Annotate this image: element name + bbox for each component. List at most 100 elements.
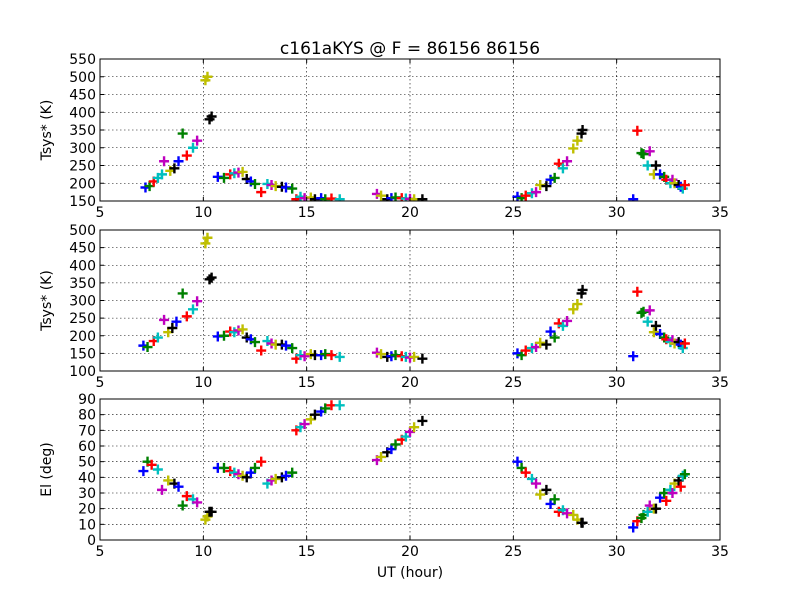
y-axis-label: El (deg)	[39, 442, 55, 497]
data-point	[417, 415, 428, 426]
data-point	[287, 467, 298, 478]
data-markers	[138, 232, 690, 364]
data-point	[650, 160, 661, 171]
data-point	[202, 71, 213, 82]
data-point	[181, 491, 192, 502]
data-point	[675, 481, 686, 492]
data-point	[237, 166, 248, 177]
data-point	[173, 156, 184, 167]
data-point	[281, 340, 291, 351]
data-point	[562, 156, 573, 167]
y-tick-label: 350	[69, 123, 96, 139]
data-point	[677, 470, 688, 481]
data-point	[177, 288, 188, 299]
data-point	[644, 146, 655, 157]
data-point	[535, 337, 546, 348]
data-point	[309, 409, 320, 420]
data-point	[557, 163, 568, 174]
data-markers	[138, 400, 690, 533]
y-tick-label: 50	[78, 455, 96, 471]
y-tick-label: 30	[78, 486, 96, 502]
data-point	[390, 439, 401, 450]
data-point	[206, 272, 217, 283]
data-point	[535, 489, 546, 500]
y-tick-label: 400	[69, 258, 96, 274]
data-point	[520, 345, 531, 356]
panels: 5 10 15 20 25 30 35150200250300350400450500550…	[39, 52, 729, 560]
y-tick-label: 250	[69, 311, 96, 327]
x-tick-label: 30	[608, 544, 626, 560]
data-point	[192, 296, 203, 307]
data-point	[632, 125, 643, 136]
x-tick-label: 20	[401, 205, 419, 221]
y-axis-label: Tsys* (K)	[39, 100, 55, 162]
x-tick-label: 35	[711, 544, 729, 560]
y-tick-label: 450	[69, 88, 96, 104]
data-point	[177, 128, 188, 139]
y-tick-label: 200	[69, 176, 96, 192]
data-point	[531, 187, 542, 198]
data-point	[192, 135, 203, 146]
data-point	[549, 332, 560, 343]
y-axis-label: Tsys* (K)	[39, 270, 55, 332]
data-point	[206, 111, 217, 122]
data-point	[642, 316, 653, 327]
x-tick-label: 30	[608, 375, 626, 391]
data-point	[181, 311, 192, 322]
data-point	[188, 142, 198, 153]
data-point	[142, 342, 153, 353]
data-point	[167, 322, 178, 333]
y-tick-label: 250	[69, 159, 96, 175]
y-tick-label: 200	[69, 329, 96, 345]
data-point	[531, 478, 542, 489]
data-point	[206, 506, 217, 517]
y-tick-label: 450	[69, 241, 96, 257]
data-point	[146, 459, 157, 470]
y-tick-label: 150	[69, 194, 96, 210]
data-point	[250, 178, 260, 189]
y-tick-label: 90	[78, 392, 96, 408]
y-tick-label: 10	[78, 517, 96, 533]
y-tick-label: 80	[78, 408, 96, 424]
data-point	[138, 466, 149, 477]
data-point	[562, 315, 573, 326]
data-point	[417, 194, 428, 201]
y-tick-label: 400	[69, 105, 96, 121]
data-point	[568, 304, 579, 315]
data-point	[409, 351, 420, 362]
data-point	[219, 462, 229, 473]
data-point	[250, 337, 260, 348]
data-point	[256, 187, 267, 198]
data-point	[173, 481, 184, 492]
y-tick-label: 100	[69, 364, 96, 380]
data-point	[237, 324, 248, 335]
data-point	[520, 467, 531, 478]
x-tick-label: 15	[298, 375, 316, 391]
data-point	[638, 149, 649, 160]
data-point	[572, 299, 583, 310]
data-point	[159, 156, 170, 167]
y-tick-label: 0	[87, 533, 96, 549]
data-point	[644, 305, 655, 316]
data-point	[376, 451, 387, 462]
data-point	[256, 456, 267, 467]
data-point	[661, 495, 672, 506]
data-point	[679, 180, 690, 191]
x-tick-label: 25	[504, 205, 522, 221]
x-tick-label: 15	[298, 544, 316, 560]
data-point	[638, 306, 649, 317]
data-point	[334, 400, 345, 411]
x-tick-label: 20	[401, 544, 419, 560]
data-point	[679, 469, 690, 480]
data-point	[159, 314, 170, 325]
data-point	[568, 143, 579, 154]
data-point	[679, 338, 690, 349]
data-point	[188, 304, 198, 315]
data-point	[549, 494, 560, 505]
data-point	[219, 330, 229, 341]
data-point	[628, 351, 639, 362]
data-point	[169, 163, 180, 174]
data-point	[177, 500, 188, 511]
